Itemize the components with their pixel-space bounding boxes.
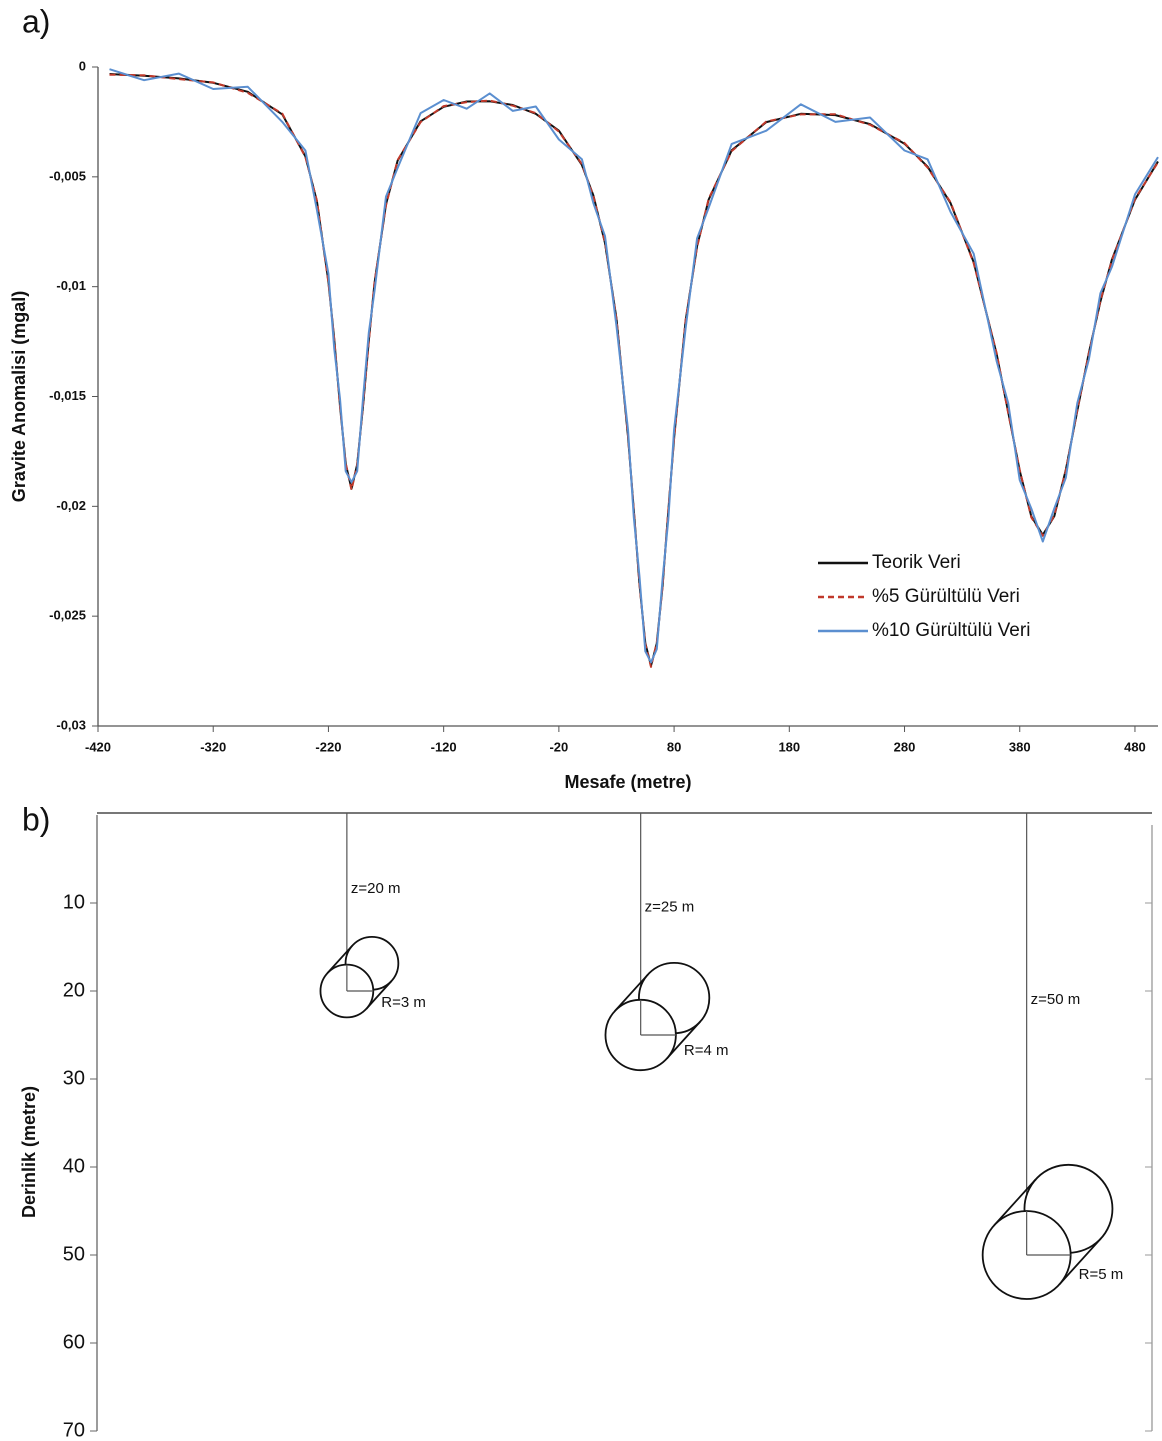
- y-axis-title: Gravite Anomalisi (mgal): [9, 291, 29, 502]
- x-tick-label: 80: [667, 739, 681, 754]
- y-tick-label: 20: [63, 979, 85, 1001]
- y-tick-label: -0,005: [49, 168, 86, 183]
- y-tick-label: 40: [63, 1155, 85, 1177]
- y-tick-label: -0,025: [49, 608, 86, 623]
- cylinder-side: [993, 1178, 1102, 1286]
- cylinder-side: [613, 973, 701, 1060]
- x-tick-label: 380: [1009, 739, 1031, 754]
- y-tick-label: 0: [79, 58, 86, 73]
- radius-label: R=5 m: [1079, 1266, 1124, 1283]
- y-tick-label: 60: [63, 1331, 85, 1353]
- y-tick-label: 30: [63, 1067, 85, 1089]
- x-tick-label: 280: [894, 739, 916, 754]
- cylinder: z=25 m R=4 m: [604, 813, 729, 1072]
- y-tick-label: 10: [63, 891, 85, 913]
- legend-label: %5 Gürültülü Veri: [872, 586, 1020, 607]
- legend-label: Teorik Veri: [872, 552, 961, 573]
- panel-label: a): [22, 3, 50, 39]
- series-line: [109, 68, 1159, 664]
- y-tick-label: -0,03: [56, 717, 86, 732]
- y-tick-label: 70: [63, 1419, 85, 1441]
- depth-label: z=20 m: [351, 880, 401, 897]
- y-tick-label: -0,01: [56, 278, 86, 293]
- x-tick-label: -320: [200, 739, 226, 754]
- x-tick-label: -120: [431, 739, 457, 754]
- radius-label: R=3 m: [381, 994, 426, 1011]
- x-tick-label: -220: [315, 739, 341, 754]
- x-tick-label: 180: [778, 739, 800, 754]
- y-tick-label: -0,015: [49, 388, 86, 403]
- radius-label: R=4 m: [684, 1042, 729, 1059]
- x-tick-label: -420: [85, 739, 111, 754]
- x-tick-label: 480: [1124, 739, 1146, 754]
- y-tick-label: -0,02: [56, 498, 86, 513]
- y-tick-label: 50: [63, 1243, 85, 1265]
- depth-label: z=25 m: [645, 898, 695, 915]
- x-tick-label: -20: [549, 739, 568, 754]
- panel-label: b): [22, 801, 50, 837]
- cylinder: z=50 m R=5 m: [981, 813, 1124, 1300]
- x-axis-title: Mesafe (metre): [564, 772, 691, 792]
- depth-label: z=50 m: [1031, 991, 1081, 1008]
- y-axis-title: Derinlik (metre): [19, 1086, 39, 1218]
- series-line: [109, 73, 1159, 668]
- legend-label: %10 Gürültülü Veri: [872, 620, 1030, 641]
- cylinder: z=20 m R=3 m: [319, 813, 426, 1019]
